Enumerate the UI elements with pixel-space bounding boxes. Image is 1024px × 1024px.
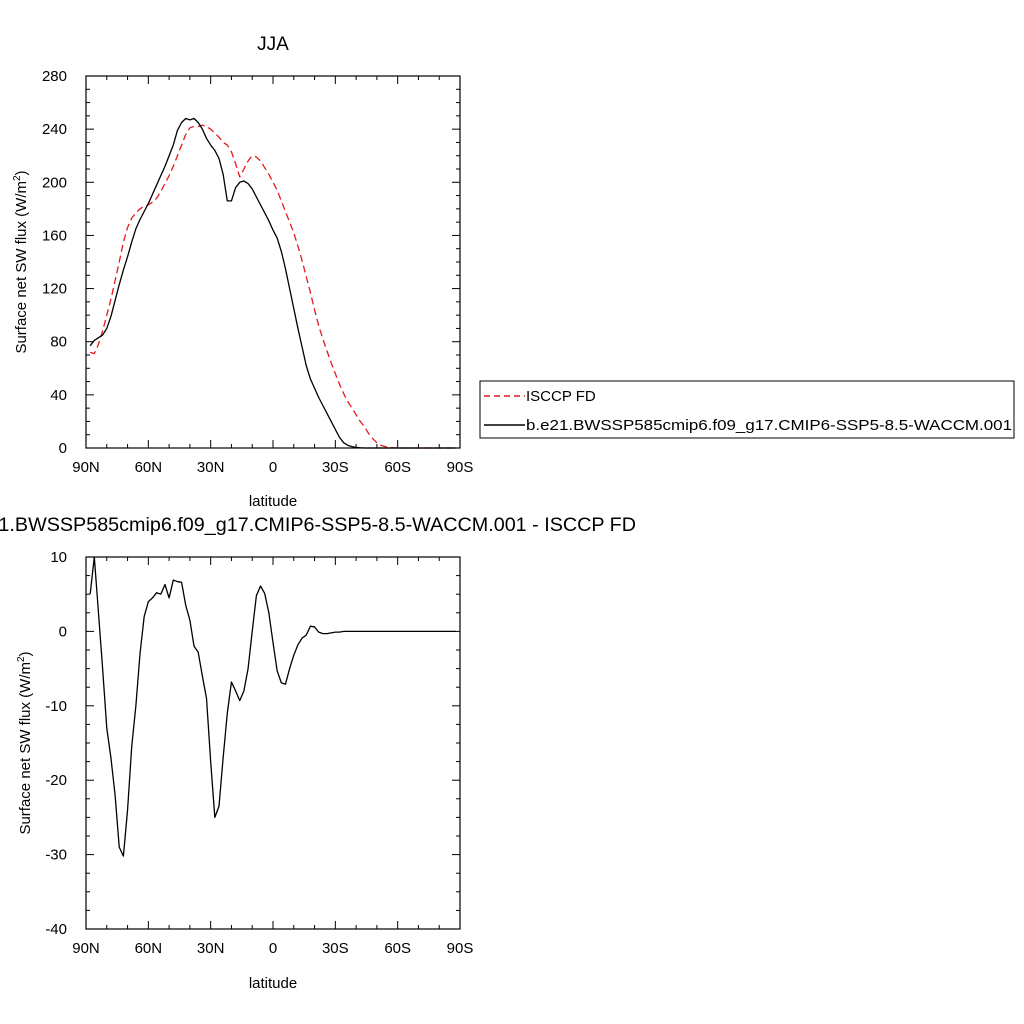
bottom-x-ticks: 90N 60N 30N 0 30S 60S 90S [72, 557, 473, 957]
legend-entry-model: b.e21.BWSSP585cmip6.f09_g17.CMIP6-SSP5-8… [526, 417, 1012, 434]
bottom-y-axis-label-main: Surface net SW flux (W/m [17, 662, 34, 835]
bottom-y-tick-label: -10 [45, 698, 67, 715]
bottom-y-tick-label: 0 [59, 623, 67, 640]
top-chart-title: JJA [257, 34, 289, 55]
bottom-chart-title: b.e21.BWSSP585cmip6.f09_g17.CMIP6-SSP5-8… [0, 515, 636, 536]
top-y-tick-label: 240 [42, 121, 67, 138]
top-x-tick-label: 60N [135, 459, 163, 476]
top-y-tick-label: 80 [50, 334, 67, 351]
top-x-tick-label: 90N [72, 459, 100, 476]
legend-entry-isccp: ISCCP FD [526, 388, 596, 405]
top-x-tick-label: 30S [322, 459, 349, 476]
top-x-axis-label: latitude [249, 493, 297, 510]
legend-box [479, 380, 1015, 439]
bottom-x-axis-label: latitude [249, 975, 297, 992]
top-x-tick-label: 0 [269, 459, 277, 476]
top-y-tick-label: 200 [42, 174, 67, 191]
bottom-x-tick-label: 30N [197, 940, 225, 957]
bottom-panel: b.e21.BWSSP585cmip6.f09_g17.CMIP6-SSP5-8… [0, 515, 636, 992]
top-y-axis-label-close: ) [13, 170, 30, 175]
bottom-y-ticks: -40 -30 -20 -10 0 10 [45, 549, 460, 938]
bottom-plot-frame [85, 556, 461, 930]
bottom-x-tick-label: 60N [135, 940, 163, 957]
bottom-x-tick-label: 0 [269, 940, 277, 957]
top-y-tick-label: 120 [42, 281, 67, 298]
top-series-line-1 [89, 117, 456, 449]
bottom-y-axis-label-close: ) [17, 651, 34, 656]
top-y-tick-label: 40 [50, 387, 67, 404]
top-series-line-0 [89, 124, 456, 449]
top-y-axis-label: Surface net SW flux (W/m2) [12, 170, 30, 353]
bottom-x-tick-label: 90S [447, 940, 474, 957]
top-y-axis-label-main: Surface net SW flux (W/m [13, 181, 30, 354]
bottom-series-layer [89, 556, 456, 857]
top-plot-frame [85, 75, 461, 449]
top-panel: JJA 90N 60N 30N 0 30S 60S 90S 0 40 80 120 160 200 24… [12, 34, 1015, 510]
bottom-y-tick-label: -30 [45, 847, 67, 864]
bottom-y-tick-label: -40 [45, 921, 67, 938]
top-y-axis-label-sup: 2 [12, 175, 23, 181]
bottom-series-line-0 [89, 556, 456, 857]
top-x-tick-label: 90S [447, 459, 474, 476]
top-x-ticks: 90N 60N 30N 0 30S 60S 90S [72, 76, 473, 476]
bottom-y-axis-label: Surface net SW flux (W/m2) [16, 651, 34, 834]
top-x-tick-label: 60S [384, 459, 411, 476]
top-y-tick-label: 280 [42, 68, 67, 85]
top-y-ticks: 0 40 80 120 160 200 240 280 [42, 68, 460, 457]
bottom-y-tick-label: -20 [45, 772, 67, 789]
bottom-y-tick-label: 10 [50, 549, 67, 566]
bottom-x-tick-label: 60S [384, 940, 411, 957]
legend: ISCCP FD b.e21.BWSSP585cmip6.f09_g17.CMI… [479, 380, 1015, 439]
bottom-x-tick-label: 90N [72, 940, 100, 957]
top-x-tick-label: 30N [197, 459, 225, 476]
bottom-y-axis-label-sup: 2 [16, 656, 27, 662]
top-y-tick-label: 0 [59, 440, 67, 457]
top-y-tick-label: 160 [42, 227, 67, 244]
top-series-layer [89, 117, 456, 449]
bottom-x-tick-label: 30S [322, 940, 349, 957]
